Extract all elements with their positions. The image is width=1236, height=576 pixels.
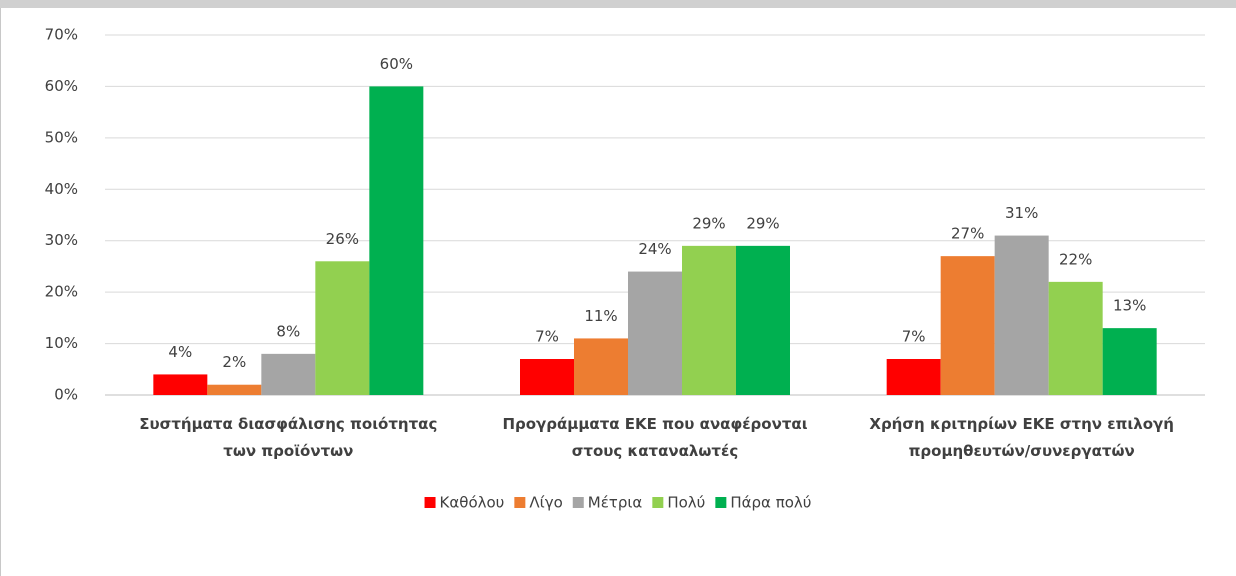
y-tick-label: 40%	[45, 180, 78, 198]
legend-swatch	[572, 497, 584, 508]
legend-swatch	[424, 497, 436, 508]
label-line: Χρήση κριτηρίων ΕΚΕ στην επιλογή	[869, 415, 1174, 433]
legend-label: Πολύ	[667, 494, 705, 512]
data-label: 29%	[692, 214, 725, 232]
label-line: των προϊόντων	[223, 442, 353, 460]
bar	[1102, 328, 1157, 395]
bar	[261, 353, 316, 395]
bar	[886, 359, 941, 395]
legend-swatch	[715, 497, 727, 508]
y-tick-label: 70%	[45, 26, 78, 44]
bar	[574, 338, 628, 395]
legend-label: Πάρα πολύ	[730, 494, 811, 512]
data-label: 29%	[746, 214, 779, 232]
data-label: 22%	[1059, 250, 1092, 268]
legend-swatch	[514, 497, 526, 508]
legend: Καθόλου Λίγο Μέτρια Πολύ Πάρα πολύ	[424, 494, 811, 512]
label-line: προμηθευτών/συνεργατών	[909, 442, 1135, 460]
bar	[520, 359, 574, 395]
top-bar	[0, 0, 1236, 8]
bar	[153, 374, 208, 395]
bar	[682, 245, 736, 395]
bar	[940, 256, 995, 395]
data-label: 24%	[638, 240, 671, 258]
bar	[315, 261, 370, 395]
bar	[369, 86, 424, 395]
bar	[1048, 281, 1103, 395]
x-tick-label: Προγράμματα ΕΚΕ που αναφέρονται στους κατ…	[502, 415, 807, 460]
data-label: 4%	[168, 343, 192, 361]
x-tick-label: Συστήματα διασφάλισης ποιότητας των προϊό…	[139, 415, 437, 460]
label-line: στους καταναλωτές	[572, 442, 739, 460]
legend-label: Καθόλου	[440, 494, 505, 512]
data-label: 31%	[1005, 204, 1038, 222]
y-tick-label: 0%	[54, 386, 78, 404]
bar	[994, 235, 1049, 395]
data-label: 60%	[380, 55, 413, 73]
label-line: Προγράμματα ΕΚΕ που αναφέρονται	[502, 415, 807, 433]
data-label: 7%	[902, 328, 926, 346]
data-label: 13%	[1113, 297, 1146, 315]
bar	[736, 245, 790, 395]
legend-swatch	[652, 497, 664, 508]
legend-label: Μέτρια	[588, 494, 643, 512]
label-line: Συστήματα διασφάλισης ποιότητας	[139, 415, 437, 433]
y-tick-label: 50%	[45, 128, 78, 146]
data-label: 2%	[222, 353, 246, 371]
data-label: 7%	[535, 328, 559, 346]
y-tick-label: 10%	[45, 334, 78, 352]
y-tick-label: 60%	[45, 77, 78, 95]
data-label: 8%	[276, 322, 300, 340]
data-label: 26%	[326, 230, 359, 248]
legend-label: Λίγο	[529, 494, 562, 512]
data-label: 27%	[951, 225, 984, 243]
x-tick-label: Χρήση κριτηρίων ΕΚΕ στην επιλογή προμηθευ…	[869, 415, 1174, 460]
y-tick-label: 20%	[45, 283, 78, 301]
data-label: 11%	[584, 307, 617, 325]
y-tick-label: 30%	[45, 231, 78, 249]
bar	[207, 384, 262, 395]
bar	[628, 271, 682, 395]
